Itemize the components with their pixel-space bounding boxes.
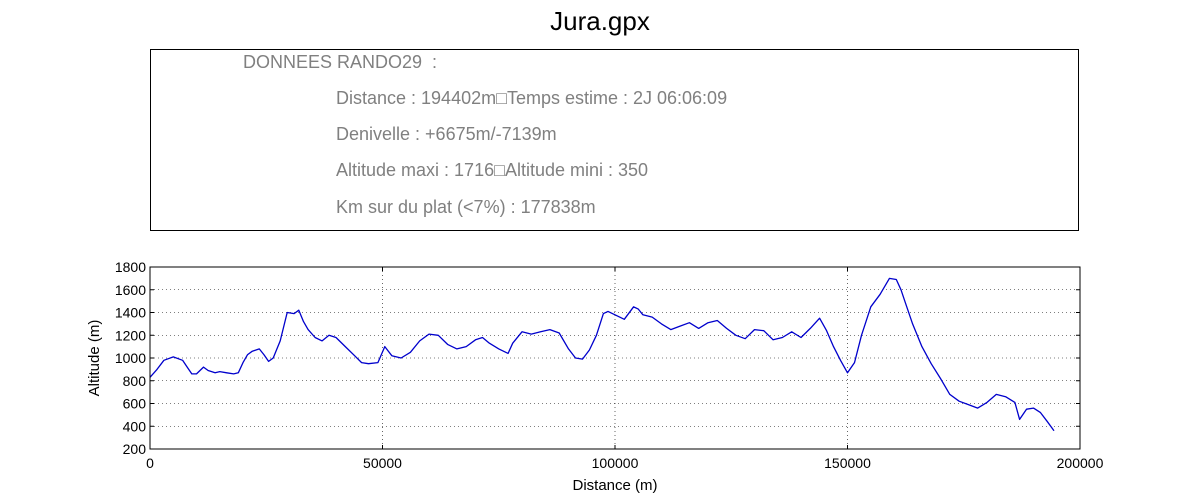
x-axis-title: Distance (m) (572, 477, 657, 494)
chart-grid (150, 267, 1080, 449)
y-tick-label: 800 (123, 373, 147, 389)
page-title: Jura.gpx (550, 6, 650, 36)
summary-elevation-gain: Denivelle : +6675m/-7139m (336, 124, 557, 144)
summary-header: DONNEES RANDO29 : (243, 52, 438, 72)
y-tick-label: 1800 (115, 259, 146, 275)
summary-distance-time: Distance : 194402m□Temps estime : 2J 06:… (336, 88, 728, 108)
x-tick-label: 100000 (592, 455, 639, 471)
y-tick-label: 1600 (115, 282, 146, 298)
y-tick-label: 1200 (115, 327, 146, 343)
y-tick-label: 1000 (115, 350, 146, 366)
summary-altitude-range: Altitude maxi : 1716□Altitude mini : 350 (336, 160, 649, 180)
data-summary-box: DONNEES RANDO29 : Distance : 194402m□Tem… (150, 49, 1079, 231)
summary-flat-distance: Km sur du plat (<7%) : 177838m (336, 197, 596, 217)
x-tick-label: 200000 (1057, 455, 1104, 471)
y-tick-label: 200 (123, 441, 147, 457)
altitude-series-line (149, 277, 1055, 432)
axis-ticks: 200 400 600 800 1000 1200 1400 1600 1800 0 50000 10… (115, 259, 1104, 471)
x-tick-label: 0 (146, 455, 154, 471)
y-tick-label: 600 (123, 396, 147, 412)
y-tick-label: 1400 (115, 305, 146, 321)
x-tick-label: 50000 (363, 455, 402, 471)
x-tick-label: 150000 (824, 455, 871, 471)
y-axis-title: Altitude (m) (86, 320, 103, 397)
y-tick-label: 400 (123, 418, 147, 434)
